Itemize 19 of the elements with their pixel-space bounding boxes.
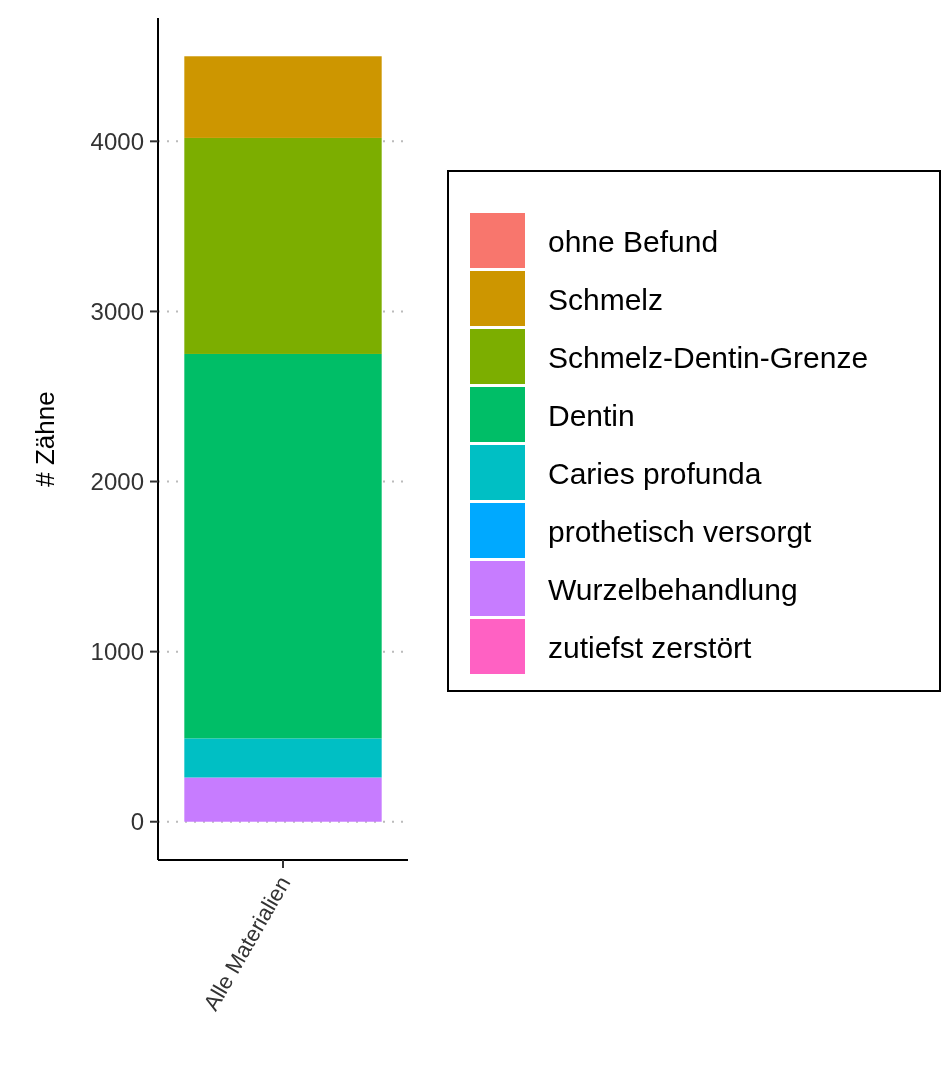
legend-label: Caries profunda — [548, 456, 762, 490]
legend-label: Dentin — [548, 398, 635, 432]
y-tick-label: 4000 — [90, 127, 144, 155]
legend-label: Wurzelbehandlung — [548, 572, 798, 606]
y-tick-label: 3000 — [90, 297, 144, 325]
y-axis-title: # Zähne — [30, 391, 60, 487]
legend-label: ohne Befund — [548, 224, 719, 258]
bar — [184, 777, 382, 822]
legend-label: Schmelz-Dentin-Grenze — [548, 340, 869, 374]
bar — [184, 353, 382, 739]
legend-label: zutiefst zerstört — [548, 630, 753, 664]
y-tick-label: 1000 — [90, 638, 144, 666]
legend-label: Schmelz — [548, 282, 664, 316]
bar — [184, 738, 382, 778]
bar — [184, 56, 382, 138]
y-tick-label: 0 — [130, 808, 144, 836]
bar — [184, 137, 382, 354]
legend-label: prothetisch versorgt — [548, 514, 813, 548]
y-tick-label: 2000 — [90, 467, 144, 495]
